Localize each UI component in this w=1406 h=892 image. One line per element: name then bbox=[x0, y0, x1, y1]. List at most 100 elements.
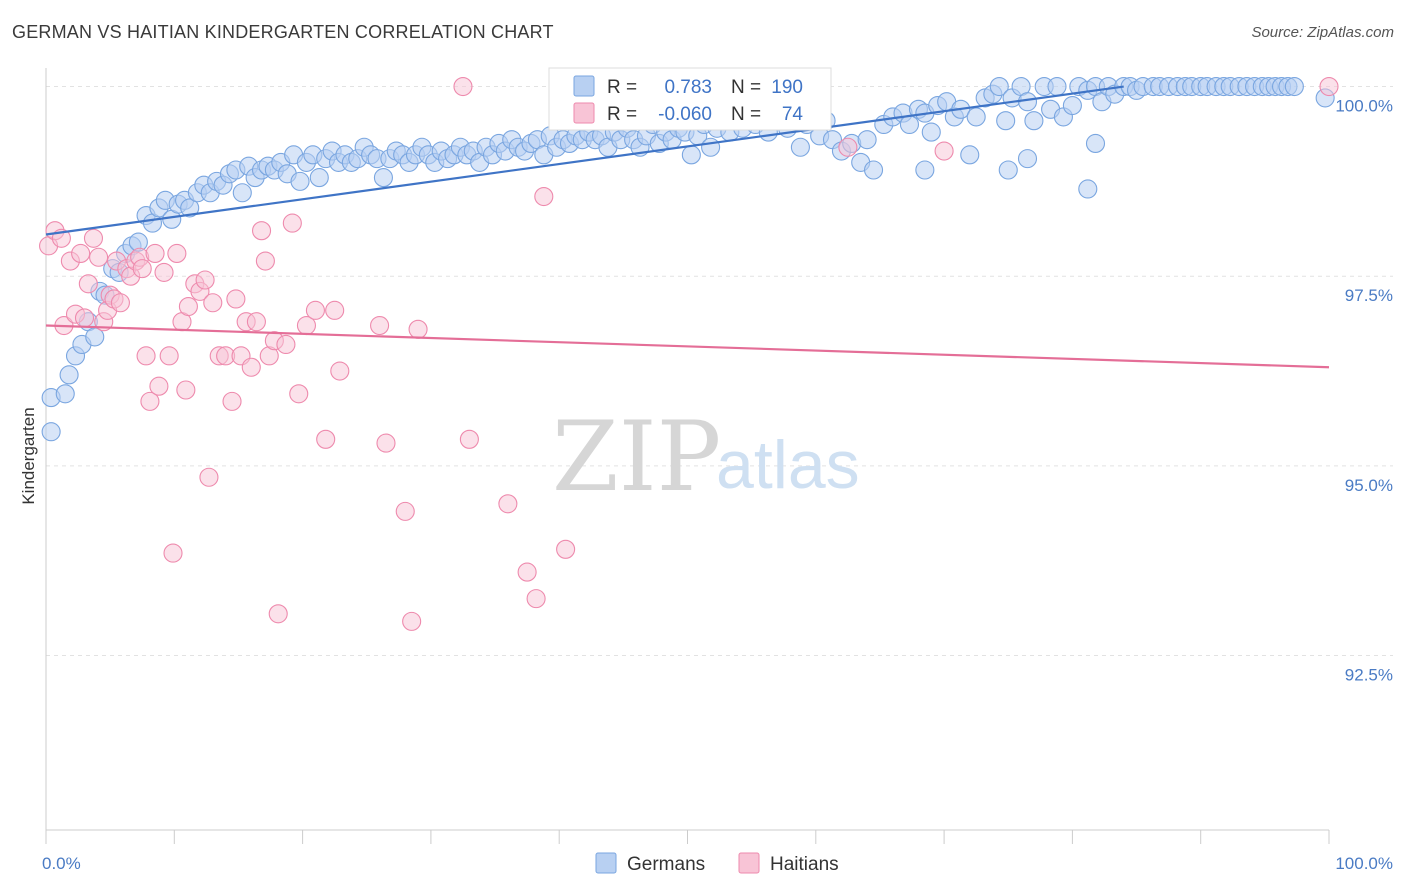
legend-r-value: -0.060 bbox=[658, 104, 712, 125]
point-german bbox=[681, 145, 701, 165]
watermark-zip: ZIP bbox=[552, 401, 721, 513]
watermark-atlas: atlas bbox=[716, 427, 860, 503]
point-haitian bbox=[251, 221, 272, 241]
point-german bbox=[290, 171, 310, 191]
point-haitian bbox=[136, 346, 156, 366]
legend-n-value: 190 bbox=[771, 77, 803, 98]
point-german bbox=[1017, 149, 1038, 169]
point-haitian bbox=[556, 539, 576, 559]
trend-lines bbox=[45, 85, 1330, 369]
point-haitian bbox=[934, 141, 954, 161]
point-haitian bbox=[140, 391, 160, 411]
legend-r-value: 0.783 bbox=[664, 77, 712, 98]
point-haitian bbox=[222, 391, 242, 411]
point-german bbox=[180, 198, 200, 218]
y-tick-label: 97.5% bbox=[1345, 286, 1393, 305]
x-tick-labels: 0.0% 100.0% bbox=[42, 854, 1393, 873]
point-haitian bbox=[89, 247, 109, 267]
series-germans bbox=[41, 77, 1335, 442]
correlation-legend: R = 0.783 N = 190 R = -0.060 N = 74 bbox=[548, 67, 832, 131]
legend-label-haitians: Haitians bbox=[770, 854, 839, 875]
point-german bbox=[960, 145, 980, 165]
point-haitian bbox=[276, 334, 296, 355]
series-haitians bbox=[39, 77, 1339, 631]
point-german bbox=[373, 168, 393, 188]
legend-r-label: R = bbox=[607, 104, 637, 125]
legend-n-label: N = bbox=[731, 77, 761, 98]
trend-line-germans bbox=[45, 85, 1124, 236]
point-german bbox=[996, 111, 1016, 131]
point-haitian bbox=[154, 262, 174, 282]
point-german bbox=[1062, 95, 1082, 116]
point-german bbox=[55, 384, 75, 404]
point-haitian bbox=[838, 137, 858, 157]
point-german bbox=[41, 422, 61, 442]
point-haitian bbox=[149, 376, 169, 396]
point-haitian bbox=[370, 315, 390, 336]
point-haitian bbox=[255, 251, 275, 271]
point-haitian bbox=[203, 293, 223, 313]
point-haitian bbox=[199, 467, 219, 487]
point-german bbox=[1024, 111, 1044, 131]
point-haitian bbox=[246, 312, 266, 332]
point-haitian bbox=[159, 346, 179, 366]
point-german bbox=[232, 183, 252, 203]
legend-n-value: 74 bbox=[782, 104, 804, 125]
legend-swatch-germans bbox=[595, 852, 617, 874]
axes bbox=[45, 68, 1330, 844]
legend-label-germans: Germans bbox=[627, 854, 705, 875]
legend-swatch-haitians bbox=[573, 102, 595, 124]
point-haitian bbox=[163, 543, 183, 563]
point-haitian bbox=[282, 213, 302, 233]
point-haitian bbox=[167, 243, 187, 263]
point-haitian bbox=[195, 270, 215, 290]
point-haitian bbox=[402, 611, 422, 631]
y-axis-label: Kindergarten bbox=[19, 407, 38, 504]
point-haitian bbox=[453, 77, 473, 97]
point-haitian bbox=[316, 429, 336, 449]
point-german bbox=[915, 160, 935, 180]
point-haitian bbox=[395, 501, 415, 521]
point-german bbox=[998, 160, 1018, 180]
point-haitian bbox=[78, 274, 98, 294]
point-haitian bbox=[376, 433, 396, 453]
point-german bbox=[701, 137, 721, 157]
point-haitian bbox=[132, 259, 152, 279]
y-tick-label: 95.0% bbox=[1345, 476, 1393, 495]
point-haitian bbox=[145, 243, 165, 263]
watermark: ZIP atlas bbox=[552, 401, 860, 513]
point-german bbox=[59, 365, 79, 385]
y-tick-label: 100.0% bbox=[1335, 97, 1393, 116]
point-german bbox=[309, 168, 329, 188]
point-german bbox=[857, 130, 877, 150]
point-german bbox=[1284, 77, 1304, 97]
point-haitian bbox=[226, 289, 246, 309]
point-haitian bbox=[325, 300, 345, 320]
point-german bbox=[921, 122, 941, 142]
point-haitian bbox=[408, 319, 428, 339]
point-haitian bbox=[459, 429, 479, 449]
chart-title: GERMAN VS HAITIAN KINDERGARTEN CORRELATI… bbox=[12, 22, 554, 42]
legend-swatch-haitians bbox=[738, 852, 760, 874]
legend-n-label: N = bbox=[731, 104, 761, 125]
legend-swatch-germans bbox=[573, 75, 595, 97]
y-tick-labels: 92.5% 95.0% 97.5% 100.0% bbox=[1335, 97, 1393, 685]
point-haitian bbox=[526, 589, 546, 609]
source-label: Source: ZipAtlas.com bbox=[1251, 24, 1394, 41]
series-legend: Germans Haitians bbox=[595, 852, 839, 875]
point-haitian bbox=[268, 604, 288, 624]
point-haitian bbox=[178, 297, 198, 317]
point-haitian bbox=[498, 494, 518, 514]
point-german bbox=[966, 107, 986, 127]
x-tick-label: 100.0% bbox=[1335, 854, 1393, 873]
point-haitian bbox=[71, 243, 91, 263]
legend-box bbox=[548, 67, 832, 131]
point-haitian bbox=[305, 300, 325, 320]
gridlines bbox=[46, 86, 1393, 657]
point-german bbox=[989, 77, 1009, 97]
point-german bbox=[790, 137, 810, 157]
point-haitian bbox=[534, 187, 554, 207]
point-haitian bbox=[176, 380, 196, 400]
point-haitian bbox=[330, 361, 350, 381]
